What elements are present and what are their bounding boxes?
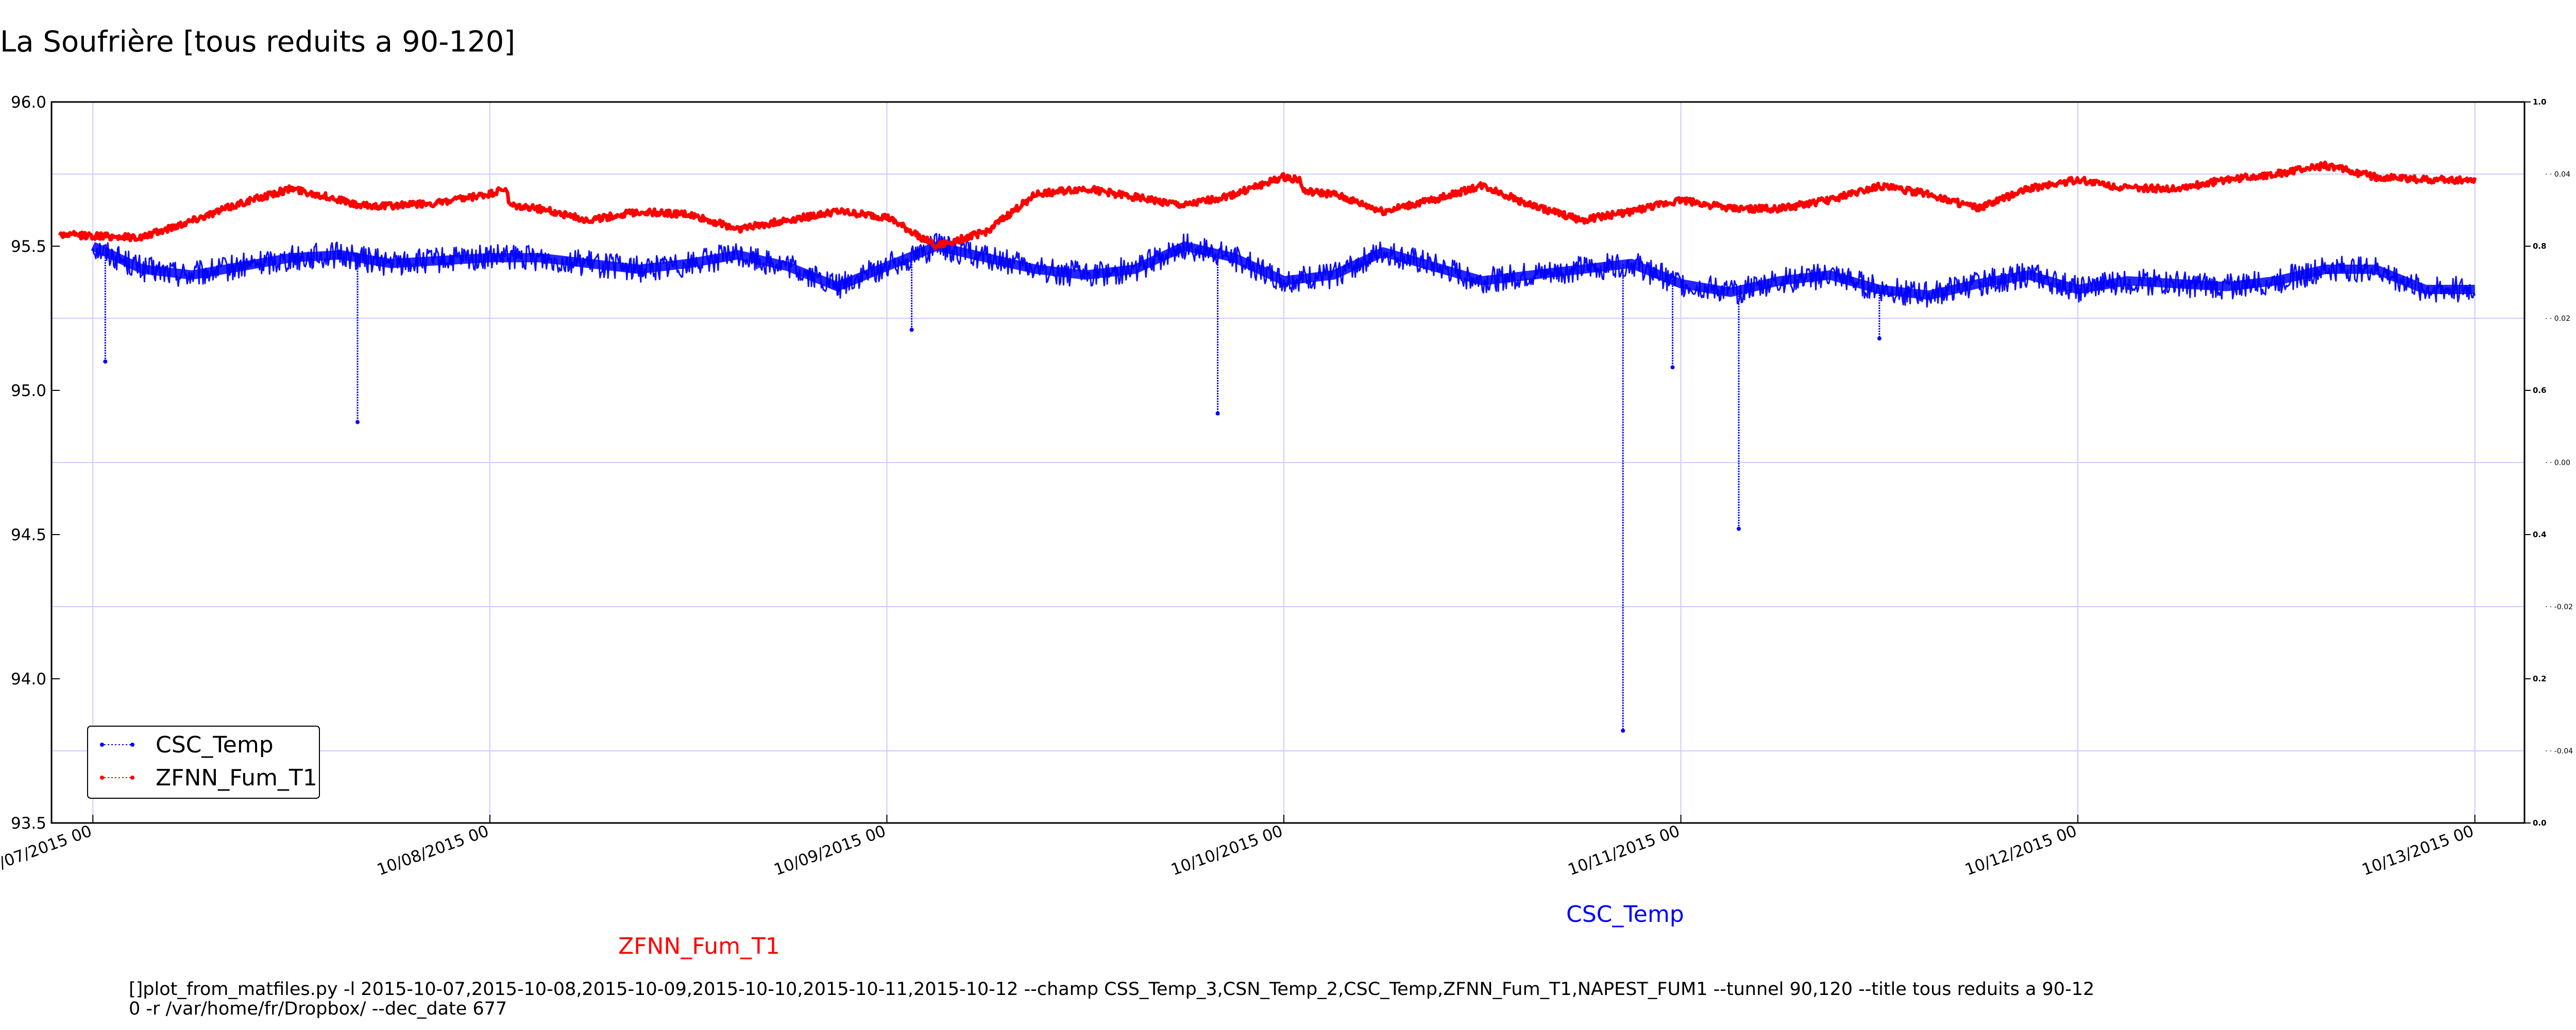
- spike-point: [1670, 365, 1675, 370]
- y-tick-label: 93.5: [11, 814, 46, 833]
- y-tick-label: 95.5: [11, 237, 46, 256]
- right-inner-tick-label: 1.0: [2533, 97, 2547, 107]
- grid-lines: [52, 102, 2524, 823]
- right-outer-tick-label: · · 0.04: [2545, 170, 2570, 179]
- legend-marker: [100, 776, 104, 780]
- series-ZFNN_Fum_T1: [58, 160, 2477, 251]
- x-tick-label: 10/10/2015 00: [1168, 822, 1285, 880]
- legend-label: CSC_Temp: [156, 732, 274, 758]
- legend-marker: [100, 743, 104, 747]
- right-outer-tick-label: · · -0.02: [2545, 603, 2573, 611]
- x-tick-label: 10/09/2015 00: [772, 822, 889, 880]
- right-outer-tick-label: · · -0.04: [2545, 747, 2573, 756]
- series-CSC_Temp: [91, 233, 2476, 733]
- legend-marker: [130, 776, 134, 780]
- series-line: [58, 160, 2477, 251]
- y-axis-right: 0.0 0.2 0.4 0.6 0.8 1.0 · · -0.04 · · -0.02 · · …: [2524, 97, 2573, 828]
- y-tick-label: 96.0: [11, 93, 46, 112]
- y-tick-label: 94.0: [11, 670, 46, 689]
- y-axis-left: 93.5 94.0 94.5 95.0 95.5 96.0: [11, 93, 60, 833]
- right-inner-tick-label: 0.4: [2533, 530, 2547, 539]
- spike-point: [103, 359, 108, 364]
- plot-frame: [50, 101, 2526, 824]
- x-axis: 10/07/2015 00 10/08/2015 00 10/09/2015 00 1…: [0, 815, 2476, 879]
- spike-point: [1877, 336, 1882, 341]
- legend-box: [87, 726, 320, 799]
- right-inner-tick-label: 0.6: [2533, 386, 2547, 395]
- page-title: La Soufrière [tous reduits a 90-120]: [0, 25, 515, 59]
- legend: CSC_Temp ZFNN_Fum_T1: [87, 726, 320, 799]
- series-band: [91, 242, 2475, 300]
- series-label-right: CSC_Temp: [1566, 901, 1684, 928]
- legend-marker: [130, 743, 134, 747]
- series-label-left: ZFNN_Fum_T1: [618, 933, 780, 959]
- right-inner-tick-label: 0.8: [2533, 242, 2547, 251]
- right-inner-tick-label: 0.0: [2533, 818, 2547, 828]
- y-tick-label: 95.0: [11, 382, 46, 400]
- legend-label: ZFNN_Fum_T1: [156, 765, 317, 791]
- spike-point: [909, 328, 914, 332]
- y-tick-label: 94.5: [11, 526, 46, 544]
- command-line-1: []plot_from_matfiles.py -l 2015-10-07,20…: [129, 979, 2094, 1000]
- x-tick-label: 10/11/2015 00: [1566, 822, 1683, 880]
- right-outer-tick-label: · · 0.02: [2545, 315, 2570, 323]
- right-inner-tick-label: 0.2: [2533, 674, 2547, 683]
- spike-point: [1621, 728, 1625, 733]
- right-outer-tick-label: · · 0.00: [2545, 459, 2570, 467]
- command-line-2: 0 -r /var/home/fr/Dropbox/ --dec_date 67…: [129, 999, 507, 1019]
- spike-point: [355, 420, 360, 424]
- plot-area: [58, 160, 2477, 733]
- spike-point: [1215, 411, 1220, 416]
- x-tick-label: 10/08/2015 00: [375, 822, 492, 880]
- spike-point: [1736, 526, 1741, 531]
- x-tick-label: 10/12/2015 00: [1962, 822, 2079, 880]
- x-tick-label: 10/13/2015 00: [2360, 822, 2477, 880]
